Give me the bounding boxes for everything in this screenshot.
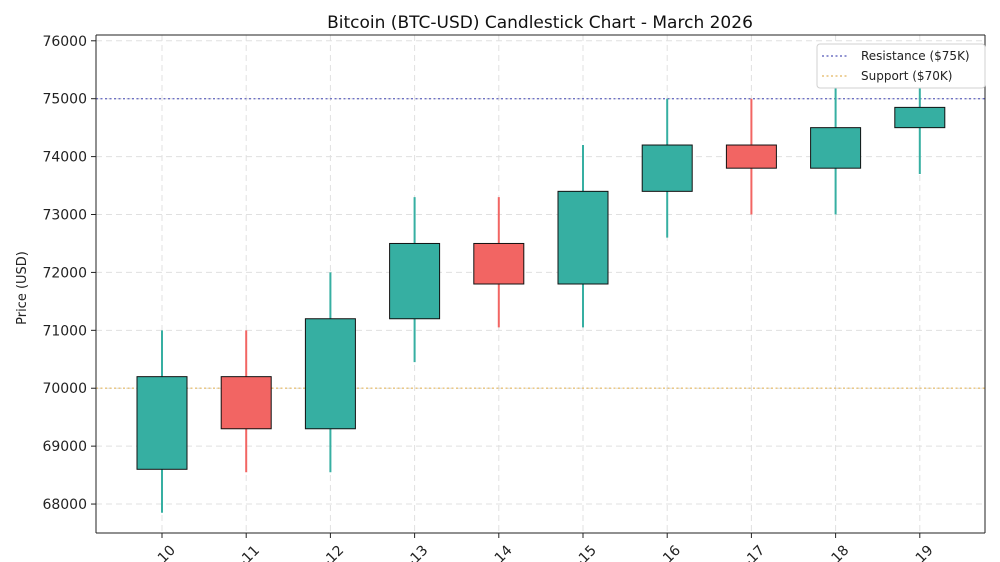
x-tick-label: 3-11 [229, 543, 263, 562]
y-tick-label: 68000 [42, 497, 87, 513]
candle-2026-03-14 [473, 197, 525, 328]
chart-legend: Resistance ($75K) Support ($70K) [816, 43, 986, 89]
candle-2026-03-15 [557, 145, 609, 328]
x-tick-label: 3-15 [566, 543, 600, 562]
candle-2026-03-10 [136, 330, 188, 513]
x-tick-label: 16 [660, 542, 684, 562]
y-tick-label: 76000 [42, 34, 87, 50]
candle-body-down [473, 242, 525, 285]
candles-layer [136, 81, 946, 513]
candle-body-up [894, 106, 946, 129]
y-tick-label: 69000 [42, 439, 87, 455]
candle-body-up [136, 376, 188, 470]
x-tick-label: 3-12 [313, 543, 347, 562]
y-tick-label: 72000 [42, 265, 87, 281]
candle-2026-03-12 [304, 272, 356, 473]
x-tick-label: 19 [913, 543, 937, 562]
x-tick-label: 10 [155, 543, 179, 562]
y-tick-label: 73000 [42, 208, 87, 224]
y-tick-label: 70000 [42, 381, 87, 397]
x-tick-label: 3-17 [734, 543, 768, 562]
candle-body-up [557, 190, 609, 285]
legend-label-resistance: Resistance ($75K) [861, 49, 970, 63]
x-tick-label: 18 [829, 543, 853, 562]
candle-2026-03-19 [894, 81, 946, 174]
candle-2026-03-16 [641, 98, 693, 238]
candle-2026-03-13 [389, 197, 441, 363]
legend-box [816, 43, 986, 89]
candle-body-down [220, 376, 272, 430]
candle-body-up [304, 318, 356, 430]
y-tick-label: 71000 [42, 323, 87, 339]
y-axis-label: Price (USD) [15, 251, 30, 325]
grid-layer [96, 35, 985, 533]
y-tick-label: 74000 [42, 150, 87, 166]
candle-2026-03-11 [220, 330, 272, 473]
candle-body-up [641, 144, 693, 192]
chart-title: Bitcoin (BTC-USD) Candlestick Chart - Ma… [327, 13, 753, 33]
legend-label-support: Support ($70K) [861, 69, 952, 83]
candle-2026-03-17 [725, 98, 777, 215]
axes-layer: 68000 69000 70000 71000 72000 73000 74000 75000… [42, 34, 986, 562]
candle-body-up [810, 127, 862, 169]
candle-body-down [725, 144, 777, 169]
x-tick-label: 3-13 [398, 543, 432, 562]
candle-body-up [389, 242, 441, 320]
x-tick-label: 14 [492, 542, 516, 562]
y-tick-label: 75000 [42, 92, 87, 108]
candle-2026-03-18 [810, 81, 862, 215]
